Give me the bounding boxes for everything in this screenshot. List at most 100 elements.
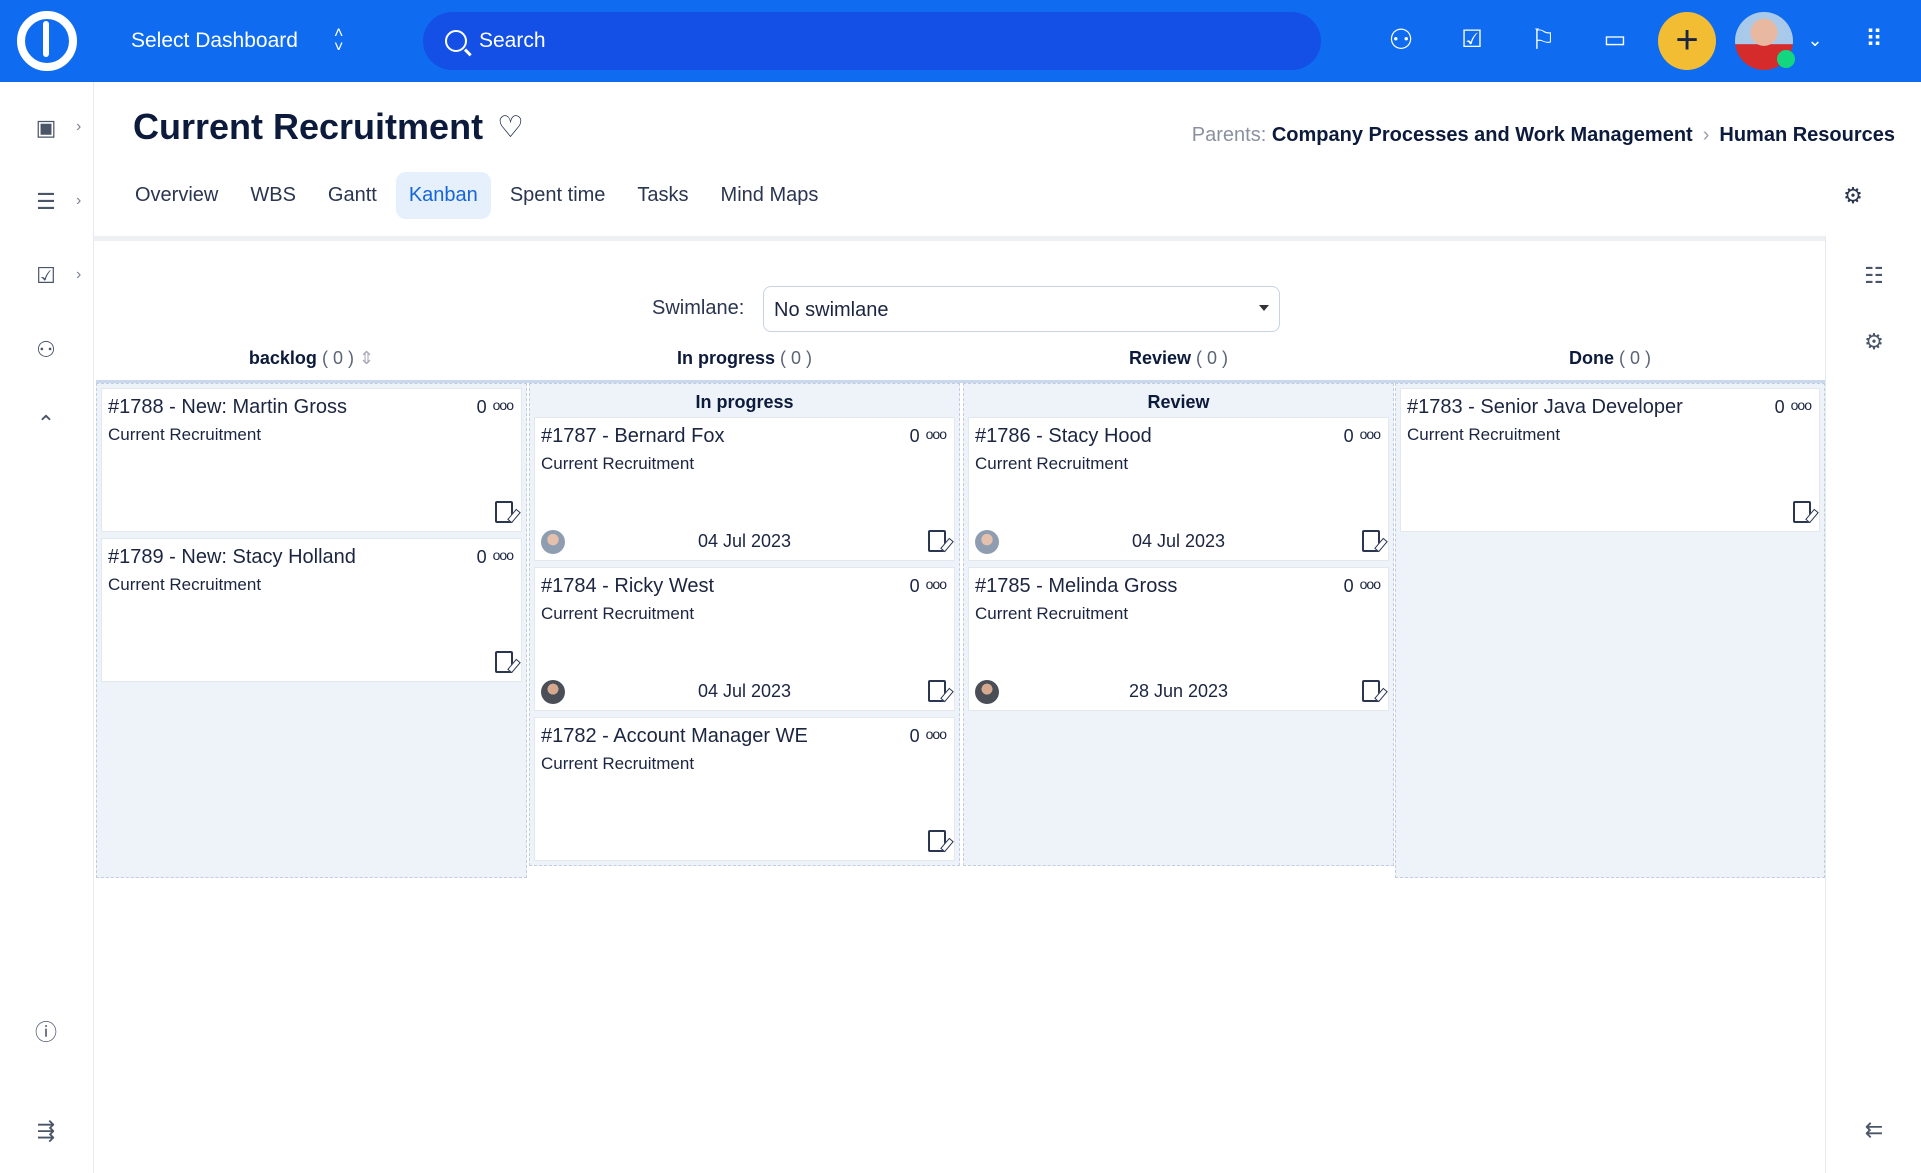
tab-spent-time[interactable]: Spent time xyxy=(509,184,606,206)
breadcrumb-link[interactable]: Company Processes and Work Management xyxy=(1271,124,1693,146)
expand-menu-icon[interactable]: ⇶ xyxy=(36,1118,56,1143)
avatar[interactable] xyxy=(1735,12,1795,70)
card-date: 04 Jul 2023 xyxy=(1131,531,1226,551)
card-project: Current Recruitment xyxy=(975,454,1129,473)
settings-sliders-icon[interactable]: ⚙ xyxy=(1843,183,1863,208)
more-options-icon[interactable]: ooo xyxy=(492,547,514,563)
card-count: 0 xyxy=(909,726,920,746)
more-options-icon[interactable]: ooo xyxy=(1790,397,1812,413)
column-header[interactable]: Review ( 0 ) xyxy=(963,348,1394,369)
card-title[interactable]: #1787 - Bernard Fox xyxy=(541,425,725,447)
assignee-avatar[interactable] xyxy=(541,680,565,704)
more-options-icon[interactable]: ooo xyxy=(492,397,514,413)
kanban-card[interactable]: #1786 - Stacy Hood Current Recruitment 0… xyxy=(968,417,1389,561)
card-title[interactable]: #1788 - New: Martin Gross xyxy=(108,396,347,418)
kanban-column: In progress #1787 - Bernard Fox Current … xyxy=(529,383,960,866)
collapse-sidebar-icon[interactable]: ⇇ xyxy=(1864,1117,1884,1142)
list-icon[interactable]: ☷ xyxy=(1864,263,1884,288)
swimlane-value: No swimlane xyxy=(774,299,889,321)
kanban-column: #1788 - New: Martin Gross Current Recrui… xyxy=(96,383,527,878)
edit-icon[interactable] xyxy=(495,501,513,523)
users-icon[interactable]: ⚇ xyxy=(36,337,56,362)
edit-icon[interactable] xyxy=(1362,680,1380,702)
tab-wbs[interactable]: WBS xyxy=(250,184,296,206)
card-count: 0 xyxy=(909,426,920,446)
card-title[interactable]: #1785 - Melinda Gross xyxy=(975,575,1178,597)
flag-icon[interactable]: ⚐ xyxy=(1530,24,1556,55)
add-button[interactable]: + xyxy=(1658,12,1716,70)
column-subheader: In progress xyxy=(695,392,794,412)
select-dashboard[interactable]: Select Dashboard xyxy=(131,29,298,52)
chevron-right-icon[interactable]: › xyxy=(76,266,82,283)
card-counter: 0 ooo xyxy=(476,397,514,418)
checklist-icon[interactable]: ☑ xyxy=(1461,26,1483,53)
card-counter: 0 ooo xyxy=(477,547,514,568)
app-logo[interactable] xyxy=(17,11,77,71)
kanban-card[interactable]: #1788 - New: Martin Gross Current Recrui… xyxy=(101,388,522,532)
breadcrumb-link[interactable]: Human Resources xyxy=(1719,124,1895,146)
user-icon[interactable]: ⚇ xyxy=(1388,24,1414,55)
filter-sliders-icon[interactable]: ⚙ xyxy=(1864,329,1884,354)
more-options-icon[interactable]: ooo xyxy=(1359,426,1381,442)
card-title[interactable]: #1782 - Account Manager WE xyxy=(541,725,808,747)
edit-icon[interactable] xyxy=(1362,530,1380,552)
left-sidebar: ▣ › ☰ › ☑ › ⚇ ⌃ ⓘ ⇶ xyxy=(0,82,94,1173)
kanban-card[interactable]: #1789 - New: Stacy Holland Current Recru… xyxy=(101,538,522,682)
tab-mind-maps[interactable]: Mind Maps xyxy=(720,184,819,206)
column-name: In progress xyxy=(676,348,775,368)
edit-icon[interactable] xyxy=(928,680,946,702)
swimlane-select[interactable]: No swimlane xyxy=(763,286,1280,332)
edit-icon[interactable] xyxy=(1793,501,1811,523)
collapse-up-icon[interactable]: ⌃ xyxy=(36,411,56,436)
kanban-card[interactable]: #1783 - Senior Java Developer Current Re… xyxy=(1400,388,1820,532)
kanban-card[interactable]: #1782 - Account Manager WE Current Recru… xyxy=(534,717,955,861)
tab-overview[interactable]: Overview xyxy=(135,184,219,206)
chevron-down-icon[interactable]: ⌄ xyxy=(1807,30,1823,50)
tabs: Overview WBS Gantt Kanban Spent time Tas… xyxy=(122,172,831,219)
card-project: Current Recruitment xyxy=(541,754,695,773)
assignee-avatar[interactable] xyxy=(541,530,565,554)
column-name: Done xyxy=(1568,348,1614,368)
kanban-column: #1783 - Senior Java Developer Current Re… xyxy=(1395,383,1825,878)
column-header[interactable]: backlog ( 0 ) ⇕ xyxy=(96,348,527,369)
tree-icon[interactable]: ☰ xyxy=(36,189,56,214)
more-options-icon[interactable]: ooo xyxy=(1359,576,1381,592)
assignee-avatar[interactable] xyxy=(975,530,999,554)
card-count: 0 xyxy=(909,576,920,596)
favorite-heart-icon[interactable]: ♡ xyxy=(497,111,524,144)
chevron-right-icon[interactable]: › xyxy=(76,192,82,209)
card-title[interactable]: #1789 - New: Stacy Holland xyxy=(108,546,356,568)
column-subheader: Review xyxy=(1147,392,1210,412)
tab-kanban[interactable]: Kanban xyxy=(395,172,491,219)
card-title[interactable]: #1783 - Senior Java Developer xyxy=(1407,396,1683,418)
kanban-card[interactable]: #1785 - Melinda Gross Current Recruitmen… xyxy=(968,567,1389,711)
chevron-right-icon[interactable]: › xyxy=(76,118,82,135)
tab-gantt[interactable]: Gantt xyxy=(327,184,377,206)
card-count: 0 xyxy=(476,397,487,417)
column-header[interactable]: In progress ( 0 ) xyxy=(529,348,960,369)
kanban-card[interactable]: #1784 - Ricky West Current Recruitment 0… xyxy=(534,567,955,711)
card-title[interactable]: #1784 - Ricky West xyxy=(541,575,715,597)
search-input[interactable]: Search xyxy=(423,12,1321,70)
assignee-avatar[interactable] xyxy=(975,680,999,704)
swimlane-label: Swimlane: xyxy=(652,297,745,319)
card-project: Current Recruitment xyxy=(108,575,262,594)
card-title[interactable]: #1786 - Stacy Hood xyxy=(975,425,1152,447)
info-icon[interactable]: ⓘ xyxy=(34,1020,57,1045)
edit-icon[interactable] xyxy=(928,530,946,552)
sort-icon[interactable]: ⇕ xyxy=(358,348,375,368)
edit-icon[interactable] xyxy=(495,651,513,673)
clipboard-icon[interactable]: ☑ xyxy=(36,263,56,288)
more-options-icon[interactable]: ooo xyxy=(925,426,947,442)
calendar-icon[interactable]: ▭ xyxy=(1603,26,1627,53)
dashboard-icon[interactable]: ▣ xyxy=(35,115,57,140)
edit-icon[interactable] xyxy=(928,830,946,852)
column-header[interactable]: Done ( 0 ) xyxy=(1395,348,1825,369)
column-name: Review xyxy=(1128,348,1191,368)
more-options-icon[interactable]: ooo xyxy=(925,576,947,592)
more-options-icon[interactable]: ooo xyxy=(925,726,947,742)
apps-grid-icon[interactable]: ⠿ xyxy=(1865,26,1883,53)
tab-tasks[interactable]: Tasks xyxy=(637,184,689,206)
kanban-card[interactable]: #1787 - Bernard Fox Current Recruitment … xyxy=(534,417,955,561)
chevron-updown-icon[interactable]: ˄ ˅ xyxy=(333,25,344,56)
